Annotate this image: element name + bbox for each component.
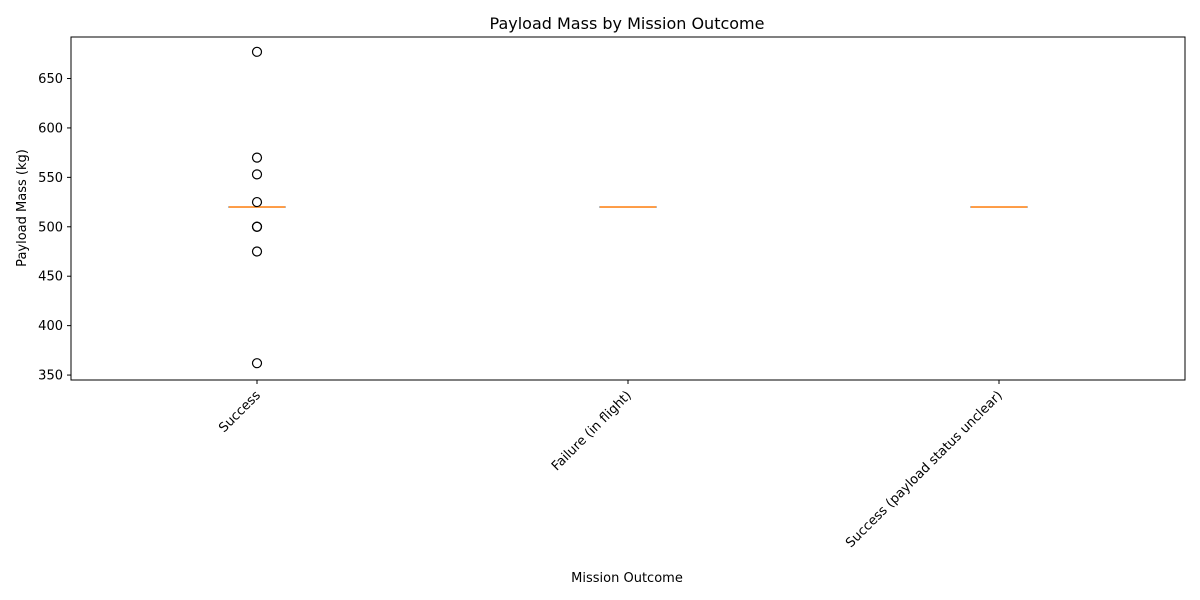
- y-tick-label: 600: [38, 121, 63, 136]
- y-tick-label: 500: [38, 220, 63, 235]
- outlier-point: [251, 196, 263, 208]
- y-tick-label: 450: [38, 270, 63, 285]
- x-tick-label: Failure (in flight): [549, 388, 635, 474]
- y-tick-label: 650: [38, 72, 63, 87]
- outlier-point: [251, 358, 263, 369]
- x-tick-label: Success: [216, 388, 264, 436]
- chart-title: Payload Mass by Mission Outcome: [490, 14, 765, 33]
- outlier-point: [251, 46, 263, 57]
- plot-area: [70, 36, 1186, 381]
- outlier-point: [251, 246, 263, 257]
- x-tick-label: Success (payload status unclear): [843, 388, 1006, 551]
- y-tick-label: 550: [38, 171, 63, 186]
- x-axis: Success Failure (in flight) Success (paylo…: [216, 380, 1006, 551]
- box-series: [228, 46, 1028, 369]
- y-axis-label: Payload Mass (kg): [15, 149, 30, 267]
- outlier-point: [251, 169, 263, 180]
- x-axis-label: Mission Outcome: [571, 571, 683, 586]
- outlier-point: [251, 221, 263, 232]
- y-tick-label: 400: [38, 319, 63, 334]
- outlier-point: [251, 152, 263, 163]
- y-tick-label: 350: [38, 369, 63, 384]
- y-axis: 350 400 450 500 550 600 650: [38, 72, 71, 384]
